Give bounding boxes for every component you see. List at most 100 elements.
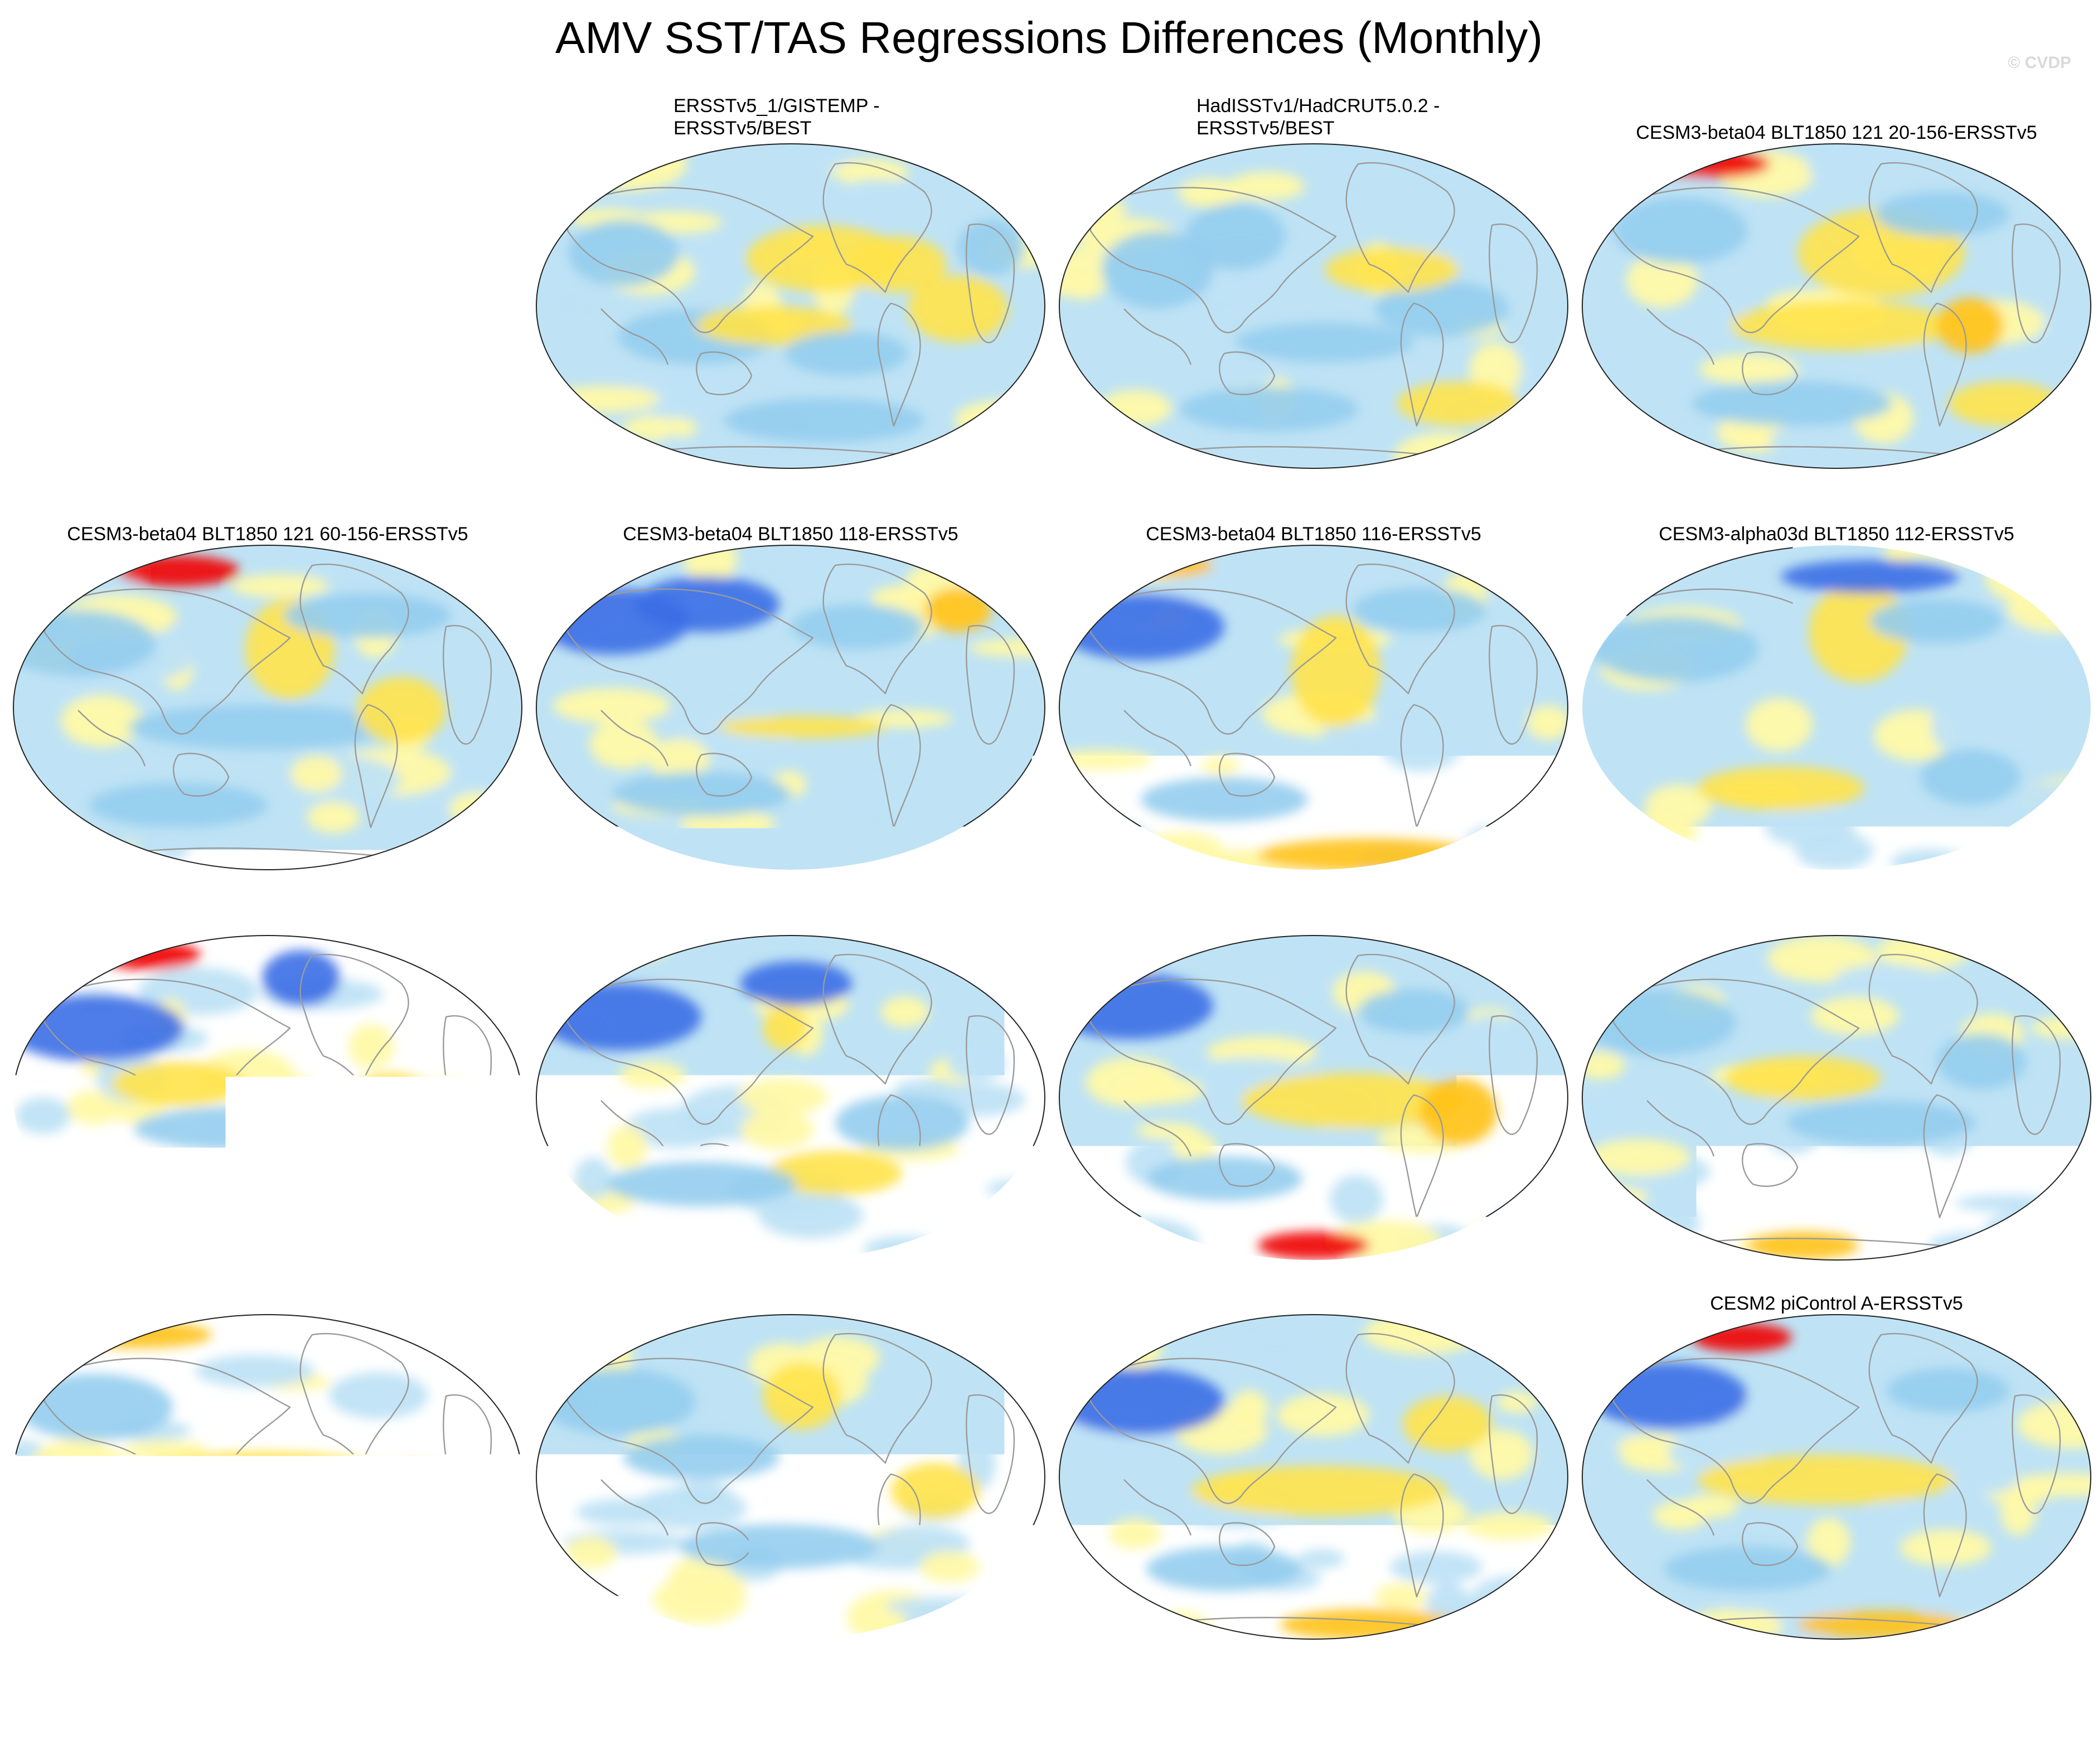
colorbar-tick-label: -0.8	[871, 1679, 982, 1715]
anomaly-blob	[1062, 1316, 1161, 1339]
global-map	[1057, 543, 1570, 872]
anomaly-blob	[2004, 549, 2093, 598]
anomaly-blob	[2053, 817, 2093, 837]
global-map	[534, 142, 1047, 471]
anomaly-blob	[908, 275, 1008, 342]
anomaly-blob	[31, 748, 86, 792]
colorbar	[375, 1645, 1724, 1675]
anomaly-blob	[991, 1222, 1047, 1244]
panel-title-line: CESM3-beta04 BLT1850 121 20-156-ERSSTv5	[1580, 122, 2093, 144]
anomaly-blob	[64, 1200, 136, 1253]
anomaly-blob	[1387, 1047, 1462, 1075]
anomaly-blob	[1697, 1455, 1954, 1505]
global-map	[1057, 1312, 1570, 1641]
anomaly-blob	[607, 1125, 647, 1169]
anomaly-blob	[1527, 705, 1570, 740]
map-panel: CESM2 piControl E-ERSSTv5	[1580, 886, 2093, 1266]
colorbar-box	[988, 1645, 1050, 1675]
anomaly-blob	[1887, 1368, 2009, 1413]
anomaly-blob	[963, 1616, 1047, 1640]
anomaly-blob	[1614, 1196, 1700, 1247]
anomaly-blob	[740, 1110, 814, 1149]
anomaly-blob	[1900, 1529, 1992, 1566]
anomaly-blob	[112, 1062, 245, 1106]
colorbar-box	[1663, 1645, 1724, 1675]
anomaly-blob	[100, 941, 201, 970]
panel-title-line: CESM3-alpha03d BLT1850 112-ERSSTv5	[1580, 523, 2093, 545]
map-svg	[534, 543, 1047, 872]
map-panel: CESM3-beta02 BLT1850 104-ERSSTv5	[534, 886, 1047, 1266]
global-map	[1580, 543, 2093, 872]
cvdp-watermark: © CVDP	[2008, 54, 2071, 72]
panel-title-line: CESM2 piControl C-ERSSTv5	[534, 1292, 1047, 1315]
panel-title: CESM3-beta04 BLT1850 118-ERSSTv5	[534, 523, 1047, 545]
anomaly-blob	[449, 792, 505, 826]
anomaly-blob	[89, 783, 268, 827]
anomaly-blob	[290, 755, 342, 792]
colorbar-tick-label: -3.2	[503, 1679, 614, 1715]
panel-title: CESM2 piControl D-ERSSTv5	[11, 1292, 524, 1315]
anomaly-blob	[1422, 142, 1521, 188]
anomaly-blob	[546, 386, 660, 413]
anomaly-blob	[1937, 298, 2004, 353]
anomaly-blob	[402, 1136, 491, 1154]
anomaly-blob	[1984, 1210, 2075, 1249]
anomaly-blob	[553, 688, 670, 724]
anomaly-blob	[881, 996, 929, 1028]
anomaly-blob	[195, 1355, 314, 1387]
anomaly-blob	[1649, 425, 1713, 471]
anomaly-blob	[112, 1552, 268, 1597]
anomaly-blob	[1410, 714, 1452, 739]
anomaly-blob	[1914, 1435, 2001, 1455]
panel-title: CESM3-beta04 BLT1850 121 20-156-ERSSTv5	[1580, 122, 2093, 144]
anomaly-blob	[345, 1201, 416, 1229]
anomaly-blob	[11, 951, 87, 984]
map-panel: ERSSTv5_1/GISTEMP - ERSSTv5/BEST	[534, 95, 1047, 474]
panel-title: CESM3-beta04 BLT1850 121 60-156-ERSSTv5	[11, 523, 524, 545]
anomaly-blob	[1746, 698, 1813, 752]
anomaly-blob	[1141, 777, 1308, 822]
map-panel: CESM3-beta02 BLT1850 109-ERSSTv5	[11, 886, 524, 1266]
anomaly-blob	[1180, 387, 1358, 432]
map-svg	[534, 933, 1047, 1262]
anomaly-blob	[785, 331, 908, 376]
anomaly-blob	[1111, 1326, 1162, 1369]
anomaly-blob	[284, 1509, 346, 1526]
anomaly-blob	[1876, 192, 2009, 236]
anomaly-blob	[348, 1024, 394, 1069]
colorbar-box	[1479, 1645, 1540, 1675]
panel-title-line: CESM3-beta04 BLT1850 118-ERSSTv5	[534, 523, 1047, 545]
anomaly-blob	[262, 1156, 353, 1208]
anomaly-blob	[21, 1554, 72, 1588]
colorbar-tick-label: 2.4	[1361, 1679, 1473, 1715]
panel-title-line: CESM2 piControl B-ERSSTv5	[1057, 1292, 1570, 1315]
anomaly-blob	[1477, 826, 1570, 872]
map-panel: HadISSTv1/HadCRUT5.0.2 - ERSSTv5/BEST	[1057, 95, 1570, 474]
anomaly-blob	[608, 933, 672, 961]
colorbar-box	[1417, 1645, 1479, 1675]
anomaly-blob	[2000, 1486, 2036, 1535]
colorbar-tick-label: 4	[1607, 1679, 1718, 1715]
anomaly-blob	[679, 1524, 880, 1569]
anomaly-blob	[1109, 1519, 1161, 1549]
anomaly-blob	[724, 398, 924, 443]
anomaly-blob	[1291, 616, 1380, 727]
anomaly-blob	[738, 1078, 827, 1115]
map-svg	[11, 543, 524, 872]
anomaly-blob	[623, 1435, 779, 1480]
panel-title: CESM3-alpha03d BLT1850 112-ERSSTv5	[1580, 523, 2093, 545]
colorbar-tick-label: 1.6	[1239, 1679, 1350, 1715]
panel-title: CESM2 piControl B-ERSSTv5	[1057, 1292, 1570, 1315]
anomaly-blob	[1581, 343, 1631, 392]
anomaly-blob	[1985, 555, 2032, 599]
anomaly-blob	[389, 1594, 493, 1622]
anomaly-blob	[1697, 766, 1864, 811]
anomaly-blob	[438, 933, 486, 970]
map-svg	[1580, 543, 2093, 872]
anomaly-blob	[587, 1312, 641, 1342]
anomaly-blob	[612, 772, 791, 816]
map-panel: CESM2 piControl F-ERSSTv5	[1057, 886, 1570, 1266]
colorbar-box	[1540, 1645, 1602, 1675]
anomaly-blob	[195, 1611, 295, 1639]
anomaly-blob	[1004, 987, 1047, 1007]
